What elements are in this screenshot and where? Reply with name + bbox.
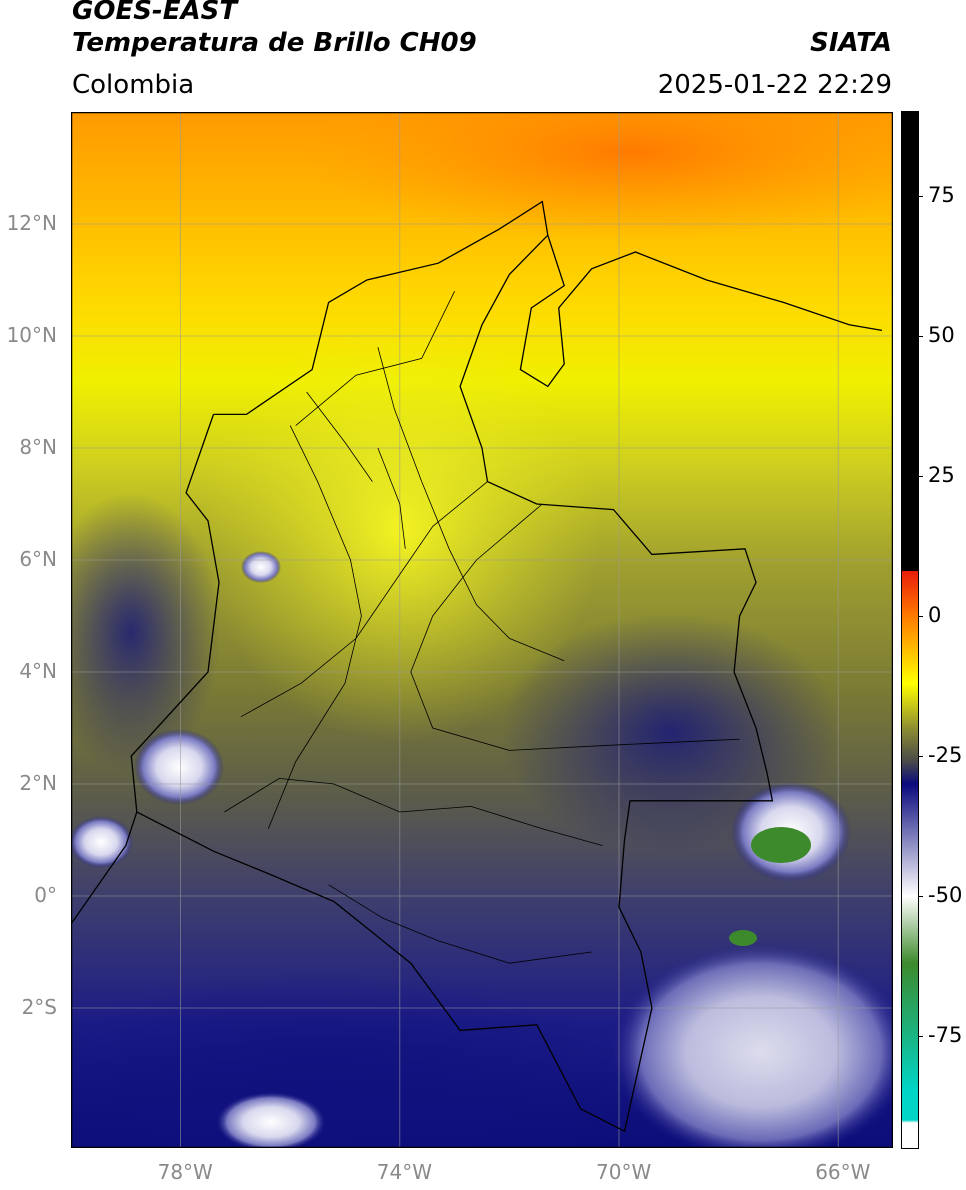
latitude-label: 12°N [6, 211, 57, 235]
colorbar-tick-mark [918, 1036, 923, 1037]
region-label: Colombia [72, 70, 195, 100]
longitude-label: 74°W [376, 1160, 433, 1184]
latitude-label: 4°N [19, 659, 57, 683]
department-boundary [377, 347, 565, 662]
colorbar-tick-label: -75 [928, 1023, 963, 1047]
colorbar-tick-mark [918, 196, 923, 197]
department-boundary [410, 503, 740, 751]
colorbar-tick-label: -50 [928, 883, 963, 907]
colombia-border [130, 200, 774, 1133]
colorbar-tick-mark [918, 616, 923, 617]
latitude-label: 6°N [19, 547, 57, 571]
latitude-label: 0° [34, 883, 57, 907]
longitude-label: 78°W [157, 1160, 213, 1184]
colorbar-tick-mark [918, 896, 923, 897]
colorbar [901, 111, 919, 1149]
department-boundary [240, 481, 488, 718]
department-boundary [306, 391, 373, 482]
longitude-label: 70°W [596, 1160, 652, 1184]
department-boundary [267, 425, 362, 829]
latitude-label: 10°N [6, 323, 57, 347]
latitude-label: 2°N [19, 771, 57, 795]
colorbar-tick-label: -25 [928, 743, 963, 767]
brightness-temperature-map[interactable] [71, 112, 893, 1148]
department-boundary [295, 291, 455, 426]
colorbar-tick-label: 50 [928, 323, 955, 347]
organization-label: SIATA [810, 28, 892, 58]
colorbar-tick-mark [918, 756, 923, 757]
latitude-label: 8°N [19, 435, 57, 459]
latitude-label: 2°S [21, 995, 57, 1019]
timestamp-label: 2025-01-22 22:29 [657, 70, 892, 100]
venezuela-coastline [519, 234, 883, 388]
ecuador-coastline [71, 811, 138, 925]
colorbar-tick-mark [918, 476, 923, 477]
department-boundary [377, 447, 406, 549]
longitude-label: 66°W [815, 1160, 871, 1184]
colorbar-tick-label: 25 [928, 463, 955, 487]
department-boundary [328, 884, 592, 964]
satellite-title: GOES-EAST [72, 0, 238, 26]
colorbar-tick-label: 0 [928, 603, 942, 627]
colorbar-tick-label: 75 [928, 183, 955, 207]
department-boundary [224, 777, 603, 846]
colorbar-tick-mark [918, 336, 923, 337]
product-title: Temperatura de Brillo CH09 [72, 28, 477, 58]
